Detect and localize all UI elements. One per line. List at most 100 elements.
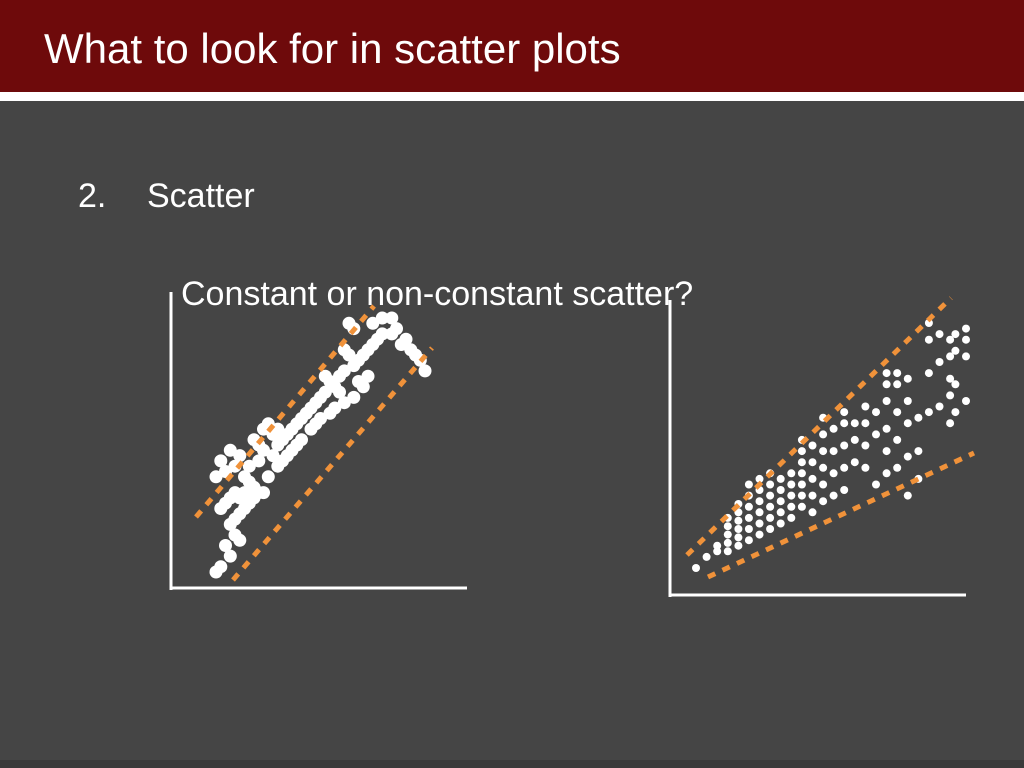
data-point [808, 458, 817, 467]
data-point [366, 316, 380, 330]
data-point [744, 513, 753, 522]
data-point [903, 452, 912, 461]
data-point [924, 335, 933, 344]
data-point [692, 564, 700, 572]
data-point [797, 458, 806, 467]
data-point [228, 486, 242, 500]
data-point [946, 419, 955, 428]
data-point [861, 419, 870, 428]
data-point [829, 491, 838, 500]
data-point [734, 533, 743, 542]
data-point [337, 364, 351, 378]
data-point [914, 447, 923, 456]
data-point [723, 522, 732, 531]
data-point [935, 358, 944, 366]
data-point [744, 525, 753, 533]
data-point [882, 424, 891, 433]
slide-title: What to look for in scatter plots [44, 25, 621, 72]
data-point [882, 380, 891, 389]
data-point [776, 508, 785, 517]
data-point [744, 536, 753, 545]
data-point [787, 491, 796, 500]
data-point [214, 454, 228, 468]
data-point [819, 430, 828, 439]
data-point [361, 369, 375, 383]
data-point [238, 470, 251, 484]
data-point [257, 486, 270, 500]
data-point [702, 552, 711, 561]
data-point [734, 525, 743, 533]
data-point [829, 424, 838, 433]
data-point [903, 419, 912, 428]
data-point [829, 447, 838, 456]
data-point [328, 401, 342, 415]
data-point [893, 408, 902, 417]
data-point [951, 380, 960, 389]
data-point [882, 469, 891, 478]
data-point [924, 408, 933, 417]
envelope-upper [194, 304, 376, 519]
data-point [385, 311, 399, 325]
data-point [903, 374, 912, 383]
data-point [850, 419, 859, 428]
scatter-plot-nonconstant [668, 296, 976, 597]
data-point [893, 380, 902, 389]
data-point [776, 486, 785, 494]
data-point [223, 443, 237, 457]
data-point [819, 463, 828, 472]
data-point [903, 397, 912, 405]
title-divider [0, 92, 1024, 101]
data-point [776, 519, 785, 528]
data-point [209, 470, 223, 484]
data-point [951, 330, 960, 339]
data-point [766, 480, 775, 489]
data-point [744, 502, 753, 511]
data-point [744, 480, 753, 489]
data-point [337, 343, 351, 357]
data-point [723, 547, 732, 556]
data-point [766, 513, 775, 522]
data-point [713, 541, 722, 550]
data-point [808, 508, 817, 517]
data-point [882, 447, 891, 456]
envelope-upper [685, 296, 953, 557]
data-point [755, 508, 764, 517]
data-point [271, 422, 285, 436]
data-point [347, 390, 361, 404]
data-point [903, 491, 912, 500]
data-point [266, 449, 280, 463]
data-point [399, 332, 413, 346]
data-point [808, 441, 817, 450]
data-point [713, 547, 722, 556]
data-point [333, 385, 346, 399]
data-point [808, 491, 817, 500]
data-point [766, 525, 775, 533]
data-point [808, 474, 817, 483]
data-point [840, 408, 849, 417]
data-point [238, 486, 251, 500]
data-point [850, 458, 859, 467]
data-point [962, 335, 970, 344]
data-point [734, 541, 743, 550]
data-point [819, 447, 828, 456]
points-group [209, 311, 432, 579]
data-point [893, 435, 902, 444]
data-point [861, 463, 870, 472]
data-point [318, 369, 332, 383]
data-point [776, 474, 785, 483]
data-point [342, 316, 356, 330]
data-point [840, 441, 849, 450]
data-point [375, 311, 389, 325]
title-bar: What to look for in scatter plots [0, 0, 1024, 92]
data-point [390, 322, 403, 336]
data-point [872, 408, 880, 417]
data-point [787, 502, 796, 511]
data-point [755, 474, 764, 483]
data-point [872, 430, 880, 439]
data-point [242, 459, 256, 473]
data-point [850, 435, 859, 444]
data-point [797, 469, 806, 478]
data-point [840, 486, 849, 494]
data-point [872, 480, 880, 489]
